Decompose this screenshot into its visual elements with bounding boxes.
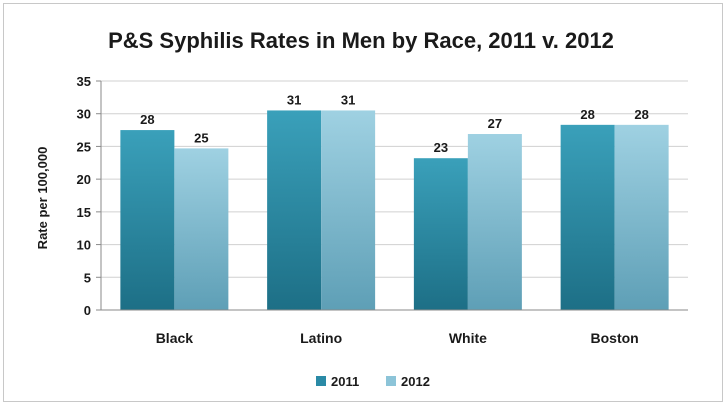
x-axis-ticks: Black Latino White Boston — [156, 330, 639, 346]
legend-label-2012: 2012 — [401, 374, 430, 389]
bar-latino-2012 — [321, 110, 376, 310]
data-label-black-2011: 28 — [140, 112, 154, 127]
y-tick-label: 5 — [84, 270, 91, 285]
data-label-latino-2011: 31 — [287, 92, 301, 107]
x-tick-label-white: White — [449, 330, 487, 346]
y-axis-label: Rate per 100,000 — [35, 147, 50, 250]
y-tick-label: 20 — [77, 172, 91, 187]
y-tick-label: 35 — [77, 74, 91, 89]
legend-label-2011: 2011 — [331, 374, 359, 389]
y-tick-label: 0 — [84, 303, 91, 318]
bar-white-2011 — [413, 158, 468, 310]
bar-black-2012 — [174, 148, 229, 310]
y-tick-label: 25 — [77, 139, 91, 154]
bar-boston-2011 — [560, 124, 615, 310]
y-tick-label: 10 — [77, 238, 91, 253]
data-label-latino-2012: 31 — [341, 92, 355, 107]
x-tick-label-latino: Latino — [300, 330, 342, 346]
bar-black-2011 — [120, 130, 175, 310]
y-tick-label: 15 — [77, 205, 91, 220]
data-label-white-2012: 27 — [488, 116, 502, 131]
legend-swatch-2012 — [386, 376, 396, 386]
bar-white-2012 — [467, 133, 522, 310]
data-labels: 28 25 31 31 23 27 28 28 — [140, 92, 649, 155]
chart-svg: P&S Syphilis Rates in Men by Race, 2011 … — [35, 28, 688, 389]
y-tick-label: 30 — [77, 107, 91, 122]
bars — [120, 110, 669, 310]
legend-swatch-2011 — [316, 376, 326, 386]
bar-latino-2011 — [267, 110, 322, 310]
chart-title: P&S Syphilis Rates in Men by Race, 2011 … — [108, 28, 614, 53]
legend: 2011 2012 — [316, 374, 430, 389]
data-label-boston-2011: 28 — [580, 107, 594, 122]
data-label-boston-2012: 28 — [634, 107, 648, 122]
bar-boston-2012 — [614, 124, 669, 310]
y-axis-ticks: 0 5 10 15 20 25 30 35 — [77, 74, 101, 318]
data-label-black-2012: 25 — [194, 130, 208, 145]
data-label-white-2011: 23 — [434, 140, 448, 155]
chart-frame: P&S Syphilis Rates in Men by Race, 2011 … — [3, 3, 723, 402]
x-tick-label-black: Black — [156, 330, 194, 346]
x-tick-label-boston: Boston — [591, 330, 639, 346]
